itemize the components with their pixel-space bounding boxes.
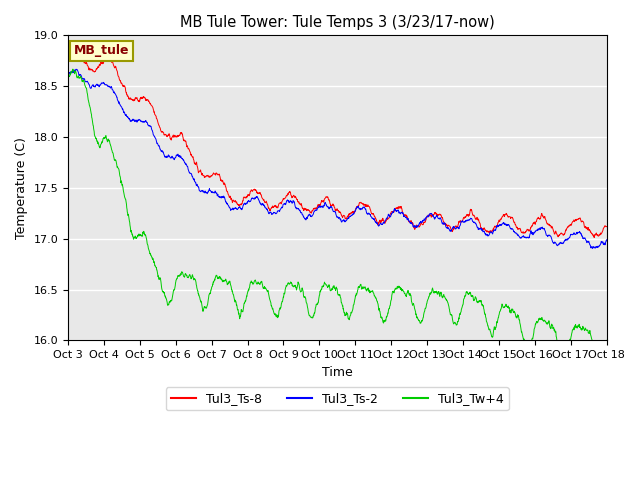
- Legend: Tul3_Ts-8, Tul3_Ts-2, Tul3_Tw+4: Tul3_Ts-8, Tul3_Ts-2, Tul3_Tw+4: [166, 387, 509, 410]
- Y-axis label: Temperature (C): Temperature (C): [15, 137, 28, 239]
- X-axis label: Time: Time: [322, 366, 353, 379]
- Title: MB Tule Tower: Tule Temps 3 (3/23/17-now): MB Tule Tower: Tule Temps 3 (3/23/17-now…: [180, 15, 495, 30]
- Text: MB_tule: MB_tule: [74, 45, 129, 58]
